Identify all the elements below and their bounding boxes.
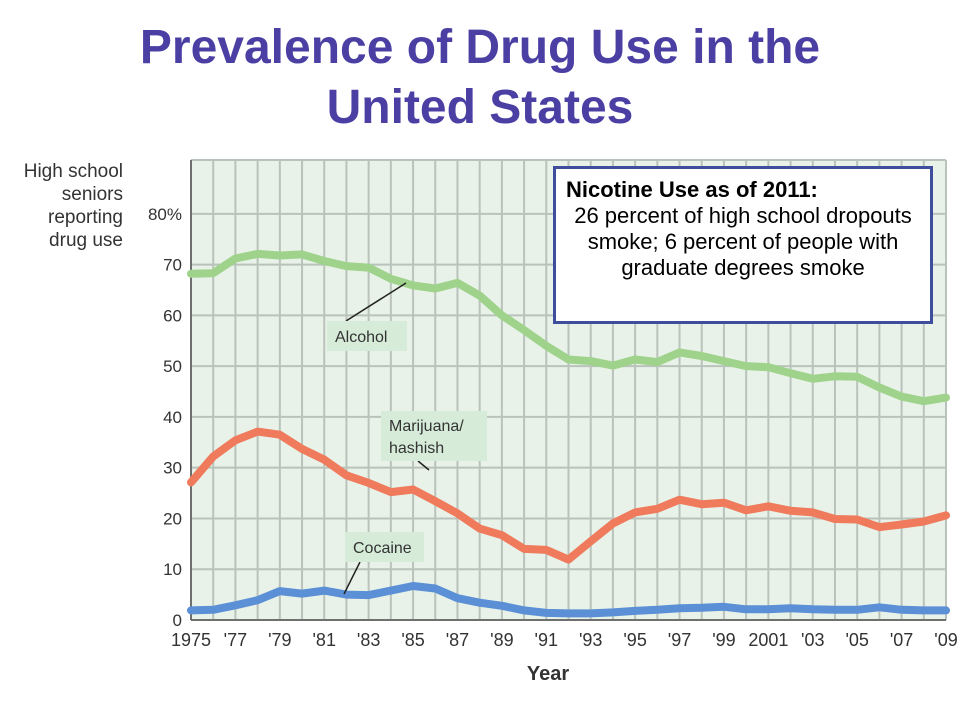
x-tick-label: '81 (313, 630, 336, 650)
y-axis-label: High school seniors reporting drug use (8, 160, 123, 252)
leader-line-marijuana-hashish (417, 460, 430, 471)
y-tick-label: 50 (163, 357, 182, 376)
series-label-box-marijuana-hashish (381, 411, 487, 461)
nicotine-callout: Nicotine Use as of 2011: 26 percent of h… (553, 166, 933, 324)
y-axis-label-line: drug use (49, 230, 123, 251)
x-axis-label: Year (527, 663, 569, 685)
y-tick-label: 10 (163, 560, 182, 579)
x-tick-label: '93 (579, 630, 602, 650)
series-label-alcohol: Alcohol (335, 329, 387, 346)
x-tick-label: '89 (490, 630, 513, 650)
y-tick-label: 20 (163, 509, 182, 528)
series-line-marijuana-hashish (187, 427, 950, 564)
x-tick-label: '79 (268, 630, 291, 650)
chart-title: Prevalence of Drug Use in the United Sta… (0, 18, 960, 138)
x-tick-label: '83 (357, 630, 380, 650)
series-label-marijuana-hashish: Marijuana/ (389, 418, 464, 435)
callout-heading: Nicotine Use as of 2011: (566, 177, 818, 202)
x-tick-label: '95 (623, 630, 646, 650)
x-tick-label: '77 (224, 630, 247, 650)
y-tick-label: 60 (163, 306, 182, 325)
leader-line-cocaine (343, 561, 361, 595)
x-tick-label: '09 (934, 630, 957, 650)
x-tick-label: '07 (890, 630, 913, 650)
leader-line-alcohol (345, 282, 407, 322)
x-tick-label: 2001 (748, 630, 788, 650)
series-line-cocaine (187, 582, 950, 618)
x-tick-label: 1975 (171, 630, 211, 650)
y-tick-label: 80% (148, 205, 182, 224)
y-axis-label-line: seniors (61, 184, 123, 205)
y-tick-label: 40 (163, 408, 182, 427)
title-line-2: United States (326, 81, 634, 134)
x-tick-label: '97 (668, 630, 691, 650)
y-tick-label: 30 (163, 459, 182, 478)
y-tick-label: 70 (163, 256, 182, 275)
y-axis-label-line: reporting (48, 207, 123, 228)
x-tick-label: '99 (712, 630, 735, 650)
y-tick-label: 0 (173, 611, 182, 630)
series-line-alcohol (187, 249, 950, 406)
x-tick-label: '87 (446, 630, 469, 650)
title-line-1: Prevalence of Drug Use in the (139, 21, 821, 74)
x-tick-label: '05 (845, 630, 868, 650)
x-tick-label: '85 (401, 630, 424, 650)
y-axis-label-line: High school (23, 161, 123, 182)
callout-body: 26 percent of high school dropouts smoke… (574, 203, 912, 280)
series-label-box-cocaine (345, 532, 424, 562)
x-tick-label: '91 (535, 630, 558, 650)
series-label-box-alcohol (327, 321, 407, 351)
series-label-cocaine: Cocaine (353, 540, 412, 557)
x-tick-label: '03 (801, 630, 824, 650)
series-label-marijuana-hashish: hashish (389, 440, 444, 457)
